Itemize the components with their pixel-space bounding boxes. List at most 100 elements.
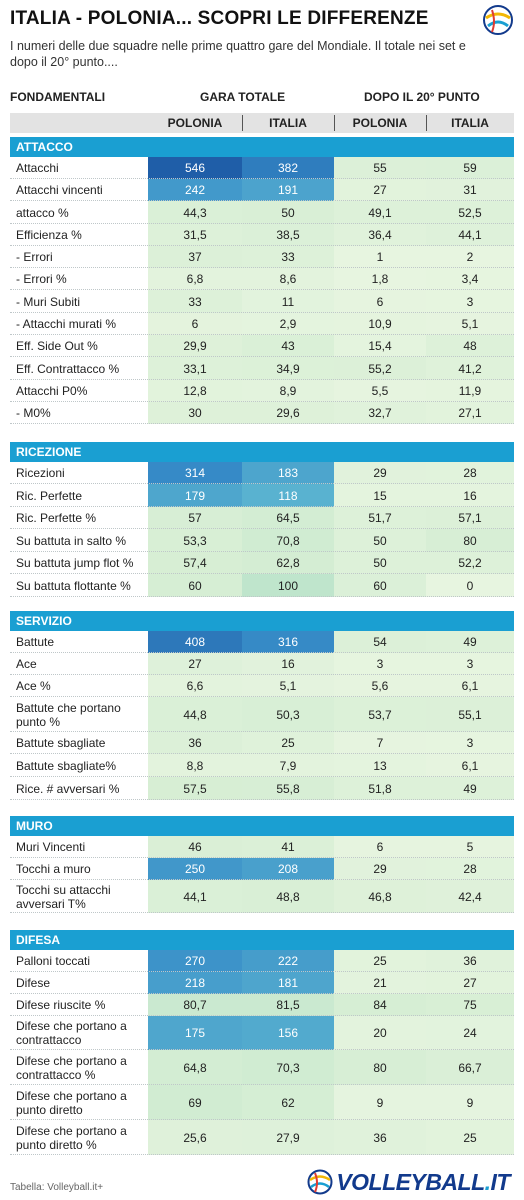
column-header-gara-totale: GARA TOTALE (200, 90, 286, 104)
row-label: Battute sbagliate (16, 736, 106, 750)
value-cell: 10,9 (334, 313, 426, 335)
value-cell: 41 (242, 836, 334, 858)
value-cell: 24 (426, 1016, 514, 1050)
row-label: Difese che portano a contrattacco % (16, 1053, 127, 1082)
value-cell: 60 (148, 574, 242, 597)
table-row: Battute sbagliate 36 25 7 3 (10, 732, 514, 754)
subheader-polonia-dopo20: POLONIA (352, 116, 408, 130)
row-label: Battute che portano punto % (16, 700, 121, 729)
value-cell: 8,8 (148, 754, 242, 777)
value-cell: 50 (334, 529, 426, 552)
value-cell: 6 (148, 313, 242, 335)
value-cell: 57,5 (148, 777, 242, 800)
value-cell: 1,8 (334, 268, 426, 290)
logo-text-dot: . (484, 1168, 491, 1195)
value-cell: 6,1 (426, 754, 514, 777)
value-cell: 31 (426, 179, 514, 201)
section-header-label: DIFESA (16, 933, 61, 947)
row-label: Rice. # avversari % (16, 781, 120, 796)
row-label: Su battuta in salto % (16, 533, 127, 548)
table-row: - Errori 37 33 1 2 (10, 246, 514, 268)
value-cell: 27 (334, 179, 426, 201)
table-row: Difese riuscite % 80,7 81,5 84 75 (10, 994, 514, 1016)
value-cell: 55,1 (426, 697, 514, 732)
value-cell: 8,6 (242, 268, 334, 290)
value-cell: 55 (334, 157, 426, 179)
column-header-dopo-20: DOPO IL 20° PUNTO (364, 90, 480, 104)
row-divider (10, 799, 514, 800)
value-cell: 80,7 (148, 994, 242, 1016)
value-cell: 31,5 (148, 224, 242, 246)
value-cell: 53,7 (334, 697, 426, 732)
value-cell: 70,3 (242, 1050, 334, 1085)
value-cell: 181 (242, 972, 334, 994)
value-cell: 25 (426, 1120, 514, 1155)
table-row: Eff. Contrattacco % 33,1 34,9 55,2 41,2 (10, 357, 514, 380)
row-label: Battute (16, 635, 55, 649)
row-divider (10, 334, 514, 335)
value-cell: 2,9 (242, 313, 334, 335)
value-cell: 55,2 (334, 357, 426, 380)
row-divider (10, 356, 514, 357)
value-cell: 37 (148, 246, 242, 268)
value-cell: 62,8 (242, 552, 334, 574)
value-cell: 44,8 (148, 697, 242, 732)
value-cell: 11 (242, 290, 334, 313)
value-cell: 21 (334, 972, 426, 994)
value-cell: 270 (148, 950, 242, 972)
value-cell: 70,8 (242, 529, 334, 552)
row-divider (10, 423, 514, 424)
value-cell: 191 (242, 179, 334, 201)
value-cell: 9 (334, 1085, 426, 1120)
value-cell: 51,7 (334, 507, 426, 529)
value-cell: 3 (426, 653, 514, 675)
row-label: Efficienza % (16, 228, 82, 242)
value-cell: 222 (242, 950, 334, 972)
table-row: - Muri Subiti 33 11 6 3 (10, 290, 514, 313)
row-label: Attacchi (16, 161, 59, 175)
row-divider (10, 731, 514, 732)
row-divider (10, 1154, 514, 1155)
value-cell: 48,8 (242, 880, 334, 913)
value-cell: 2 (426, 246, 514, 268)
table-row: Difese che portano a contrattacco 175 156 2… (10, 1016, 514, 1050)
section-header-attacco: ATTACCO (10, 137, 514, 157)
row-label: Ric. Perfette (16, 488, 83, 503)
value-cell: 408 (148, 631, 242, 653)
value-cell: 48 (426, 335, 514, 357)
row-divider (10, 696, 514, 697)
value-cell: 6,6 (148, 675, 242, 697)
value-cell: 1 (334, 246, 426, 268)
row-divider (10, 401, 514, 402)
row-divider (10, 1049, 514, 1050)
value-cell: 25,6 (148, 1120, 242, 1155)
value-cell: 75 (426, 994, 514, 1016)
column-group-headers: FONDAMENTALI GARA TOTALE DOPO IL 20° PUN… (10, 90, 514, 108)
value-cell: 64,5 (242, 507, 334, 529)
table-row: Efficienza % 31,5 38,5 36,4 44,1 (10, 224, 514, 246)
row-label: - Muri Subiti (16, 294, 81, 309)
value-cell: 29,9 (148, 335, 242, 357)
row-divider (10, 551, 514, 552)
value-cell: 27 (426, 972, 514, 994)
table-row: Eff. Side Out % 29,9 43 15,4 48 (10, 335, 514, 357)
value-cell: 34,9 (242, 357, 334, 380)
row-label: Tocchi a muro (16, 862, 91, 876)
value-cell: 156 (242, 1016, 334, 1050)
table-row: Ace 27 16 3 3 (10, 653, 514, 675)
subheader-divider (242, 115, 243, 131)
table-row: Muri Vincenti 46 41 6 5 (10, 836, 514, 858)
row-label: Attacchi P0% (16, 384, 88, 398)
value-cell: 54 (334, 631, 426, 653)
value-cell: 6 (334, 290, 426, 313)
value-cell: 44,1 (148, 880, 242, 913)
value-cell: 16 (426, 484, 514, 507)
column-subheaders: POLONIA ITALIA POLONIA ITALIA (10, 113, 514, 133)
table-row: Ace % 6,6 5,1 5,6 6,1 (10, 675, 514, 697)
value-cell: 52,5 (426, 201, 514, 224)
value-cell: 36,4 (334, 224, 426, 246)
logo-text-it: IT (490, 1168, 511, 1195)
table-row: Attacchi P0% 12,8 8,9 5,5 11,9 (10, 380, 514, 402)
row-divider (10, 379, 514, 380)
value-cell: 62 (242, 1085, 334, 1120)
